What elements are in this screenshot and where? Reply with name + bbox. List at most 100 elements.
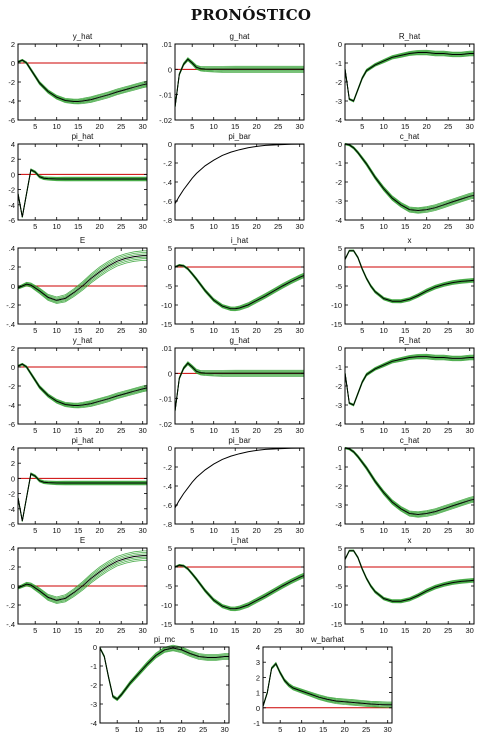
y-tick-label: -3 [335,401,342,410]
x-tick-label: 5 [33,426,37,435]
mean-line [17,473,147,522]
mean-line [174,143,305,205]
band-line [344,356,474,406]
x-tick-label: 15 [74,222,82,231]
y-tick-label: -10 [161,601,172,610]
band-line [17,558,147,603]
x-tick-label: 15 [401,626,409,635]
chart-title: c_hat [400,132,420,141]
x-tick-label: 20 [253,426,261,435]
y-tick-label: -2 [8,382,15,391]
x-tick-label: 10 [380,326,388,335]
band-line [344,143,475,210]
band-line [99,644,229,699]
y-tick-label: 1 [256,689,260,698]
x-tick-label: 5 [190,526,194,535]
x-tick-label: 5 [360,326,364,335]
x-tick-label: 5 [360,426,364,435]
band-line [344,447,475,514]
y-tick-label: 0 [11,582,15,591]
plot-frame [17,43,148,121]
x-tick-label: 15 [231,426,239,435]
chart-title: E [80,236,85,245]
band-line [174,361,304,411]
x-tick-label: 30 [466,526,474,535]
x-tick-label: 25 [117,526,125,535]
y-tick-label: 0 [11,59,15,68]
x-tick-label: 25 [444,526,452,535]
x-tick-label: 20 [96,122,104,131]
band-line [344,446,475,513]
x-tick-label: 20 [423,326,431,335]
x-tick-label: 20 [423,222,431,231]
x-tick-label: 5 [360,122,364,131]
band-line [174,263,305,308]
plot-frame [262,646,393,724]
x-tick-label: 25 [274,426,282,435]
chart-panel: g_hat .01 0 -.01 -.02 5 10 15 20 25 30 [159,32,305,131]
chart-title: c_hat [400,436,420,445]
page-title: PRONÓSTICO [190,6,312,24]
y-tick-label: -.02 [159,420,172,429]
y-tick-label: 0 [338,140,342,149]
y-tick-label: -1 [335,363,342,372]
mean-line [262,662,392,707]
plot-frame [174,447,305,525]
chart-panel: x 5 0 -5 -10 -15 5 10 15 20 25 30 [331,536,475,635]
y-tick-label: -15 [331,620,342,629]
y-tick-label: -1 [335,59,342,68]
chart-panel: pi_mc 0 -1 -2 -3 -4 5 10 15 20 25 30 [90,635,230,734]
y-tick-label: 0 [338,344,342,353]
x-tick-label: 30 [139,222,147,231]
band-line [17,253,147,300]
y-tick-label: -2 [90,681,97,690]
band-line [344,53,474,103]
x-tick-label: 25 [362,725,370,734]
y-tick-label: -.4 [163,178,172,187]
x-tick-label: 15 [231,326,239,335]
chart-title: R_hat [399,336,421,345]
x-tick-label: 30 [296,426,304,435]
y-tick-label: -.8 [163,216,172,225]
y-tick-label: 0 [93,643,97,652]
y-tick-label: 5 [168,244,172,253]
mean-line [344,250,475,302]
x-tick-label: 20 [253,122,261,131]
plot-frame [17,447,148,525]
x-tick-label: 20 [423,526,431,535]
x-tick-label: 30 [466,626,474,635]
band-line [262,663,392,707]
y-tick-label: -1 [335,463,342,472]
y-tick-label: -2 [335,382,342,391]
band-line [344,142,475,209]
mean-line [174,564,305,610]
y-tick-label: .01 [162,344,172,353]
x-tick-label: 5 [33,526,37,535]
y-tick-label: -.6 [163,501,172,510]
y-tick-label: -4 [8,505,15,514]
x-tick-label: 10 [53,426,61,435]
band-line [174,57,304,107]
x-tick-label: 20 [253,526,261,535]
x-tick-label: 5 [33,122,37,131]
band-line [174,265,305,311]
y-tick-label: -.02 [159,116,172,125]
chart-title: pi_bar [228,436,251,445]
x-tick-label: 5 [33,222,37,231]
x-tick-label: 20 [423,626,431,635]
x-tick-label: 20 [253,222,261,231]
x-tick-label: 30 [139,122,147,131]
x-tick-label: 25 [117,426,125,435]
y-tick-label: -4 [335,116,342,125]
band-line [17,250,147,298]
x-tick-label: 20 [341,725,349,734]
x-tick-label: 5 [33,626,37,635]
band-line [344,52,474,102]
x-tick-label: 20 [253,626,261,635]
y-tick-label: 0 [168,65,172,74]
band-line [17,552,147,599]
y-tick-label: 0 [338,444,342,453]
band-line [262,661,392,706]
